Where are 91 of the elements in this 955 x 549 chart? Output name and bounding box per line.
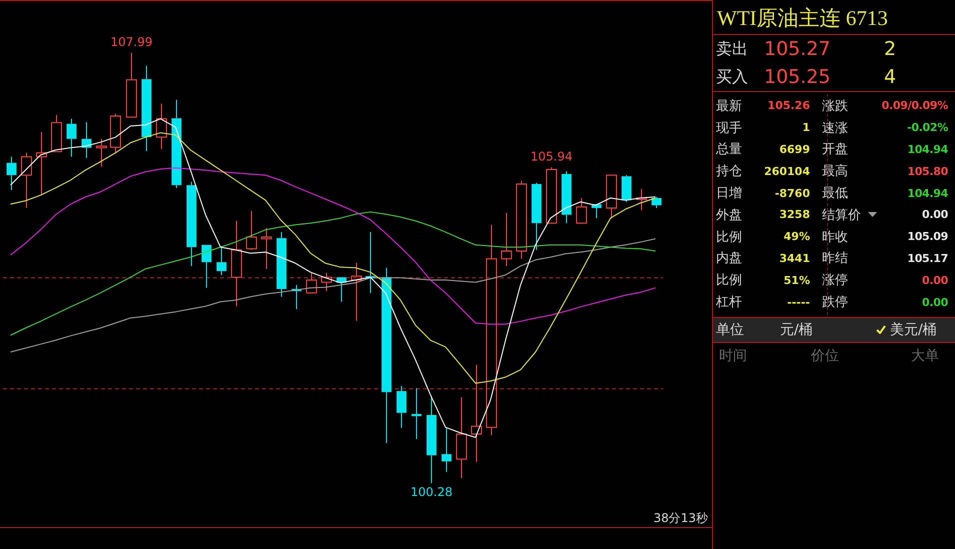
candlestick [562,170,572,224]
candlestick [156,103,167,150]
text: 涨停 [821,272,849,290]
text: 105.94 [530,149,572,164]
text: 美元/桶 [890,320,937,339]
text: 104.94 [906,142,948,156]
text: 昨结 [821,250,849,268]
text: 比例 [715,228,743,246]
text: 外盘 [715,206,743,224]
text: 0.00 [921,208,948,222]
text: 1 [801,121,810,134]
text: 105.80 [906,164,948,178]
candlestick [36,132,47,196]
text: 昨收 [821,228,849,246]
candlestick [21,152,32,209]
candlestick [501,212,512,267]
text: 49% [782,230,810,244]
candlestick [82,122,92,158]
candlestick [412,388,422,440]
text: 3258 [778,208,810,222]
candlestick [606,174,617,219]
candlestick [51,114,62,152]
text: -0.02% [906,121,948,134]
candlestick [471,364,482,462]
text: 内盘 [715,250,743,268]
text: 4 [884,66,896,88]
candlestick [142,65,152,152]
text: 260104 [763,164,810,178]
text: 持仓 [715,163,743,180]
text: 涨跌 [821,98,849,115]
text: 104.94 [906,186,948,200]
candlestick [396,386,406,428]
candlestick [486,224,497,436]
text: -8760 [774,186,810,200]
candlestick [231,220,242,307]
candlestick [66,118,76,158]
text: 总量 [715,141,743,158]
candlestick [442,426,452,472]
candlestick [126,52,137,118]
candlestick [456,396,467,479]
candlestick [516,180,527,260]
text: 日增 [715,185,743,202]
candlestick [636,188,647,211]
text: 105.09 [906,230,948,244]
text: 时间 [718,346,748,365]
text: 结算价 [821,206,862,224]
candlestick [96,138,107,168]
candlestick [652,196,662,209]
text: 0.00 [921,296,948,309]
candlestick [172,99,182,188]
text: 杠杆 [715,294,743,312]
text: 38分13秒 [653,511,708,526]
text: 单位 [715,320,745,339]
text: 比例 [715,272,743,290]
candlestick [202,244,212,288]
text: 6699 [778,142,810,156]
candlestick [6,156,16,191]
candlestick [382,267,392,444]
candlestick [426,396,436,484]
text: 大单 [911,346,939,365]
text: 3441 [778,252,810,265]
text: 105.25 [764,66,832,88]
text: 买入 [715,66,749,88]
candlestick [186,181,196,267]
text: 最新 [715,98,743,115]
text: 速涨 [821,120,849,137]
text: 元/桶 [780,320,814,339]
text: 2 [884,38,896,60]
text: 105.17 [906,252,948,265]
text: 0.09/0.09% [880,99,948,112]
candlestick [276,232,286,298]
candlestick [216,245,226,276]
text: 开盘 [821,141,849,158]
text: 卖出 [715,38,749,60]
candlestick [246,210,257,250]
text: 51% [782,274,810,287]
candlestick [622,174,632,202]
text: 0.00 [921,274,948,287]
candlestick [532,182,542,250]
text: ----- [786,296,810,309]
candlestick [261,228,272,270]
text: 100.28 [410,485,452,500]
candlestick [321,272,332,292]
text: 105.27 [764,38,832,60]
text: WTI原油主连 6713 [713,0,955,35]
candlestick [351,262,362,322]
text: 现手 [715,120,743,137]
text: 价位 [811,346,840,365]
text: 107.99 [110,35,152,50]
text: 跌停 [821,294,849,312]
text: 105.26 [766,99,810,112]
